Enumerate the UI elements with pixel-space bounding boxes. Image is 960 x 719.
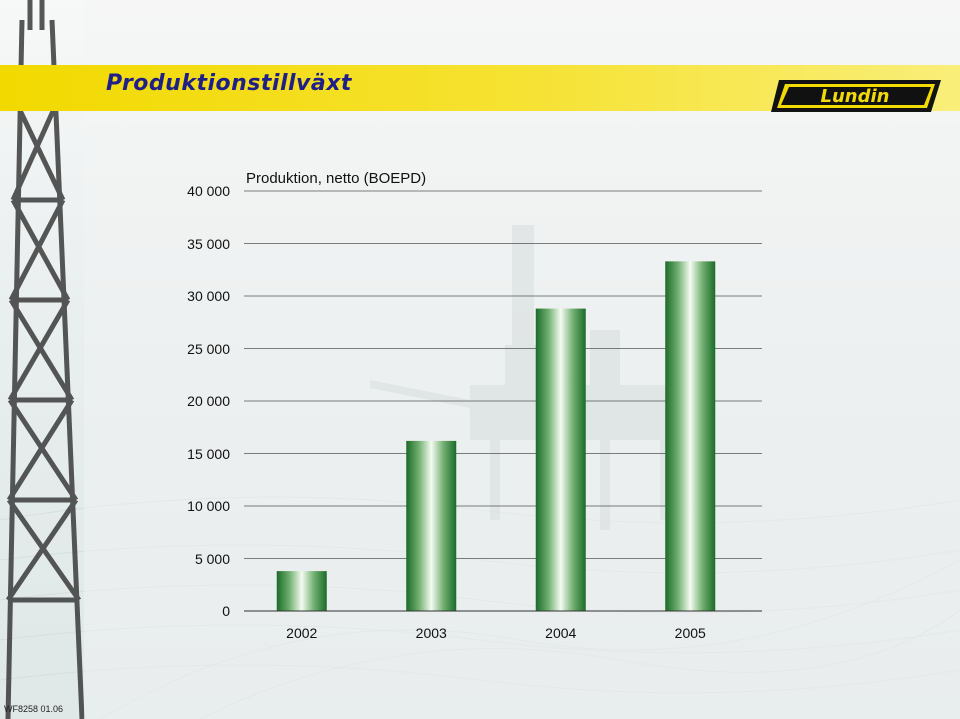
y-tick-label: 30 000 [187, 288, 230, 304]
y-tick-label: 25 000 [187, 340, 230, 357]
derrick-tower [5, 0, 85, 719]
lundin-logo: Lundin [771, 80, 941, 112]
bar-2004 [535, 308, 586, 611]
x-tick-label: 2005 [674, 625, 706, 641]
y-tick-label: 40 000 [187, 183, 230, 199]
x-tick-label: 2002 [286, 625, 318, 641]
y-tick-label: 10 000 [187, 498, 230, 514]
y-tick-label: 20 000 [187, 393, 230, 409]
bar-2005 [665, 261, 716, 611]
bar-2002 [276, 571, 327, 611]
x-tick-label: 2003 [415, 625, 447, 641]
chart-title: Produktion, netto (BOEPD) [246, 170, 427, 187]
document-code: WF8258 01.06 [4, 704, 64, 714]
y-tick-label: 15 000 [187, 445, 230, 462]
x-tick-label: 2004 [545, 625, 577, 641]
y-tick-label: 5 000 [194, 550, 230, 567]
y-tick-label: 0 [222, 603, 230, 619]
logo-text: Lundin [821, 86, 890, 107]
bar-2003 [406, 440, 457, 611]
slide-title: Produktionstillväxt [106, 71, 352, 96]
y-tick-label: 35 000 [187, 235, 230, 252]
bars [276, 261, 716, 611]
